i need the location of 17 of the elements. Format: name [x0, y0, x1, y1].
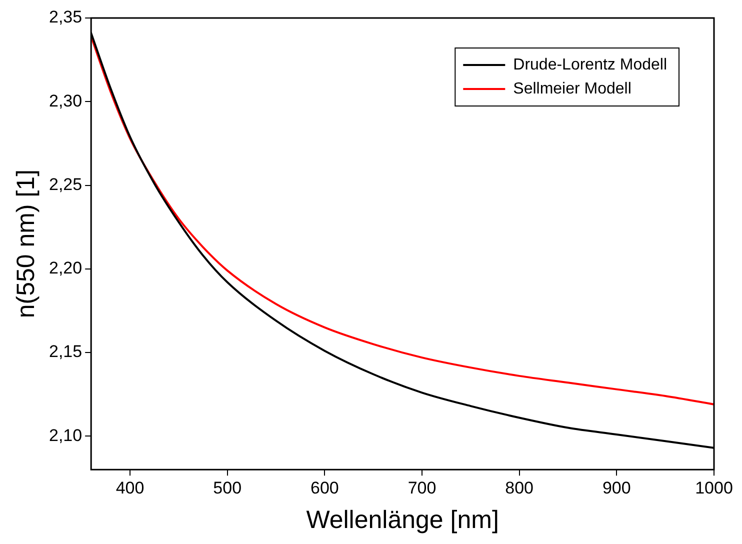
x-tick-label: 600	[310, 478, 339, 498]
y-tick-label: 2,20	[48, 258, 82, 278]
y-tick-label: 2,10	[48, 426, 82, 445]
y-axis-title: n(550 nm) [1]	[12, 169, 40, 318]
y-tick-label: 2,30	[48, 91, 82, 110]
y-tick-label: 2,25	[48, 174, 82, 194]
legend-label: Drude-Lorentz Modell	[513, 56, 668, 74]
x-axis-title: Wellenlänge [nm]	[306, 506, 499, 534]
legend-label: Sellmeier Modell	[513, 80, 632, 98]
x-tick-label: 900	[602, 478, 631, 498]
x-tick-label: 800	[505, 478, 534, 498]
x-tick-label: 700	[408, 478, 436, 498]
y-tick-label: 2,15	[48, 342, 82, 362]
y-tick-label: 2,35	[48, 8, 82, 27]
x-tick-label: 500	[213, 478, 242, 498]
x-tick-label: 1000	[695, 478, 733, 498]
x-tick-label: 400	[116, 478, 144, 498]
